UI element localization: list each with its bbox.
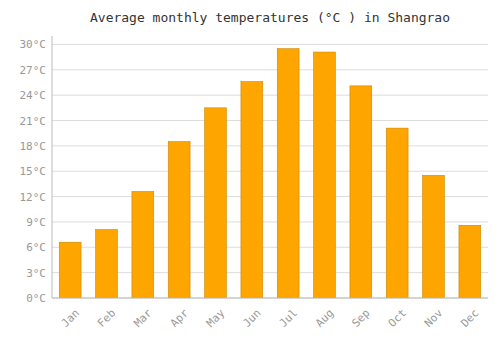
x-tick-label: Feb: [95, 307, 118, 330]
y-tick-label: 3°C: [26, 267, 46, 280]
grid-line: [52, 44, 488, 45]
bar: [205, 108, 227, 298]
y-tick-label: 12°C: [20, 191, 47, 204]
chart: Average monthly temperatures (°C ) in Sh…: [0, 0, 500, 350]
bar: [314, 52, 336, 298]
bar: [168, 142, 190, 298]
y-tick-label: 27°C: [20, 64, 47, 77]
x-tick-label: Aug: [313, 307, 336, 330]
y-tick-label: 24°C: [20, 89, 47, 102]
x-tick-label: Jul: [277, 307, 300, 330]
x-axis-line: [52, 298, 488, 299]
x-tick-label: May: [204, 306, 228, 330]
grid-line: [52, 171, 488, 172]
x-tick-label: Nov: [422, 306, 446, 330]
x-tick-label: Mar: [131, 306, 155, 330]
x-tick-label: Oct: [386, 307, 409, 330]
y-tick-label: 21°C: [20, 115, 47, 128]
x-tick-label: Dec: [458, 307, 481, 330]
x-axis: Jan Feb Mar Apr May Jun Jul Aug Sep Oct Nov Dec: [59, 306, 482, 330]
bar: [459, 225, 481, 298]
y-axis-line: [52, 36, 53, 298]
x-tick-label: Apr: [168, 306, 192, 330]
bar: [96, 230, 118, 298]
y-axis: 0°C 3°C 6°C 9°C 12°C 15°C 18°C 21°C 24°C 27°C 30°C: [20, 38, 47, 305]
y-tick-label: 6°C: [26, 241, 46, 254]
grid-line: [52, 69, 488, 70]
chart-container: Average monthly temperatures (°C ) in Sh…: [0, 0, 500, 350]
grid-line: [52, 145, 488, 146]
y-tick-label: 30°C: [20, 38, 47, 51]
y-tick-label: 0°C: [26, 292, 46, 305]
y-tick-label: 15°C: [20, 165, 47, 178]
x-tick-label: Jun: [240, 307, 263, 330]
bar: [423, 175, 445, 298]
bar: [386, 128, 408, 298]
bars: [59, 49, 480, 298]
bar: [241, 82, 263, 298]
x-tick-label: Sep: [349, 307, 372, 330]
bar: [277, 49, 299, 298]
y-tick-label: 9°C: [26, 216, 46, 229]
x-tick-label: Jan: [59, 307, 82, 330]
grid-line: [52, 120, 488, 121]
grid-line: [52, 298, 488, 299]
grid: [52, 44, 488, 298]
y-tick-label: 18°C: [20, 140, 47, 153]
bar: [350, 86, 372, 298]
bar: [132, 192, 154, 298]
title: Average monthly temperatures (°C ) in Sh…: [90, 10, 450, 25]
grid-line: [52, 95, 488, 96]
bar: [59, 242, 81, 298]
